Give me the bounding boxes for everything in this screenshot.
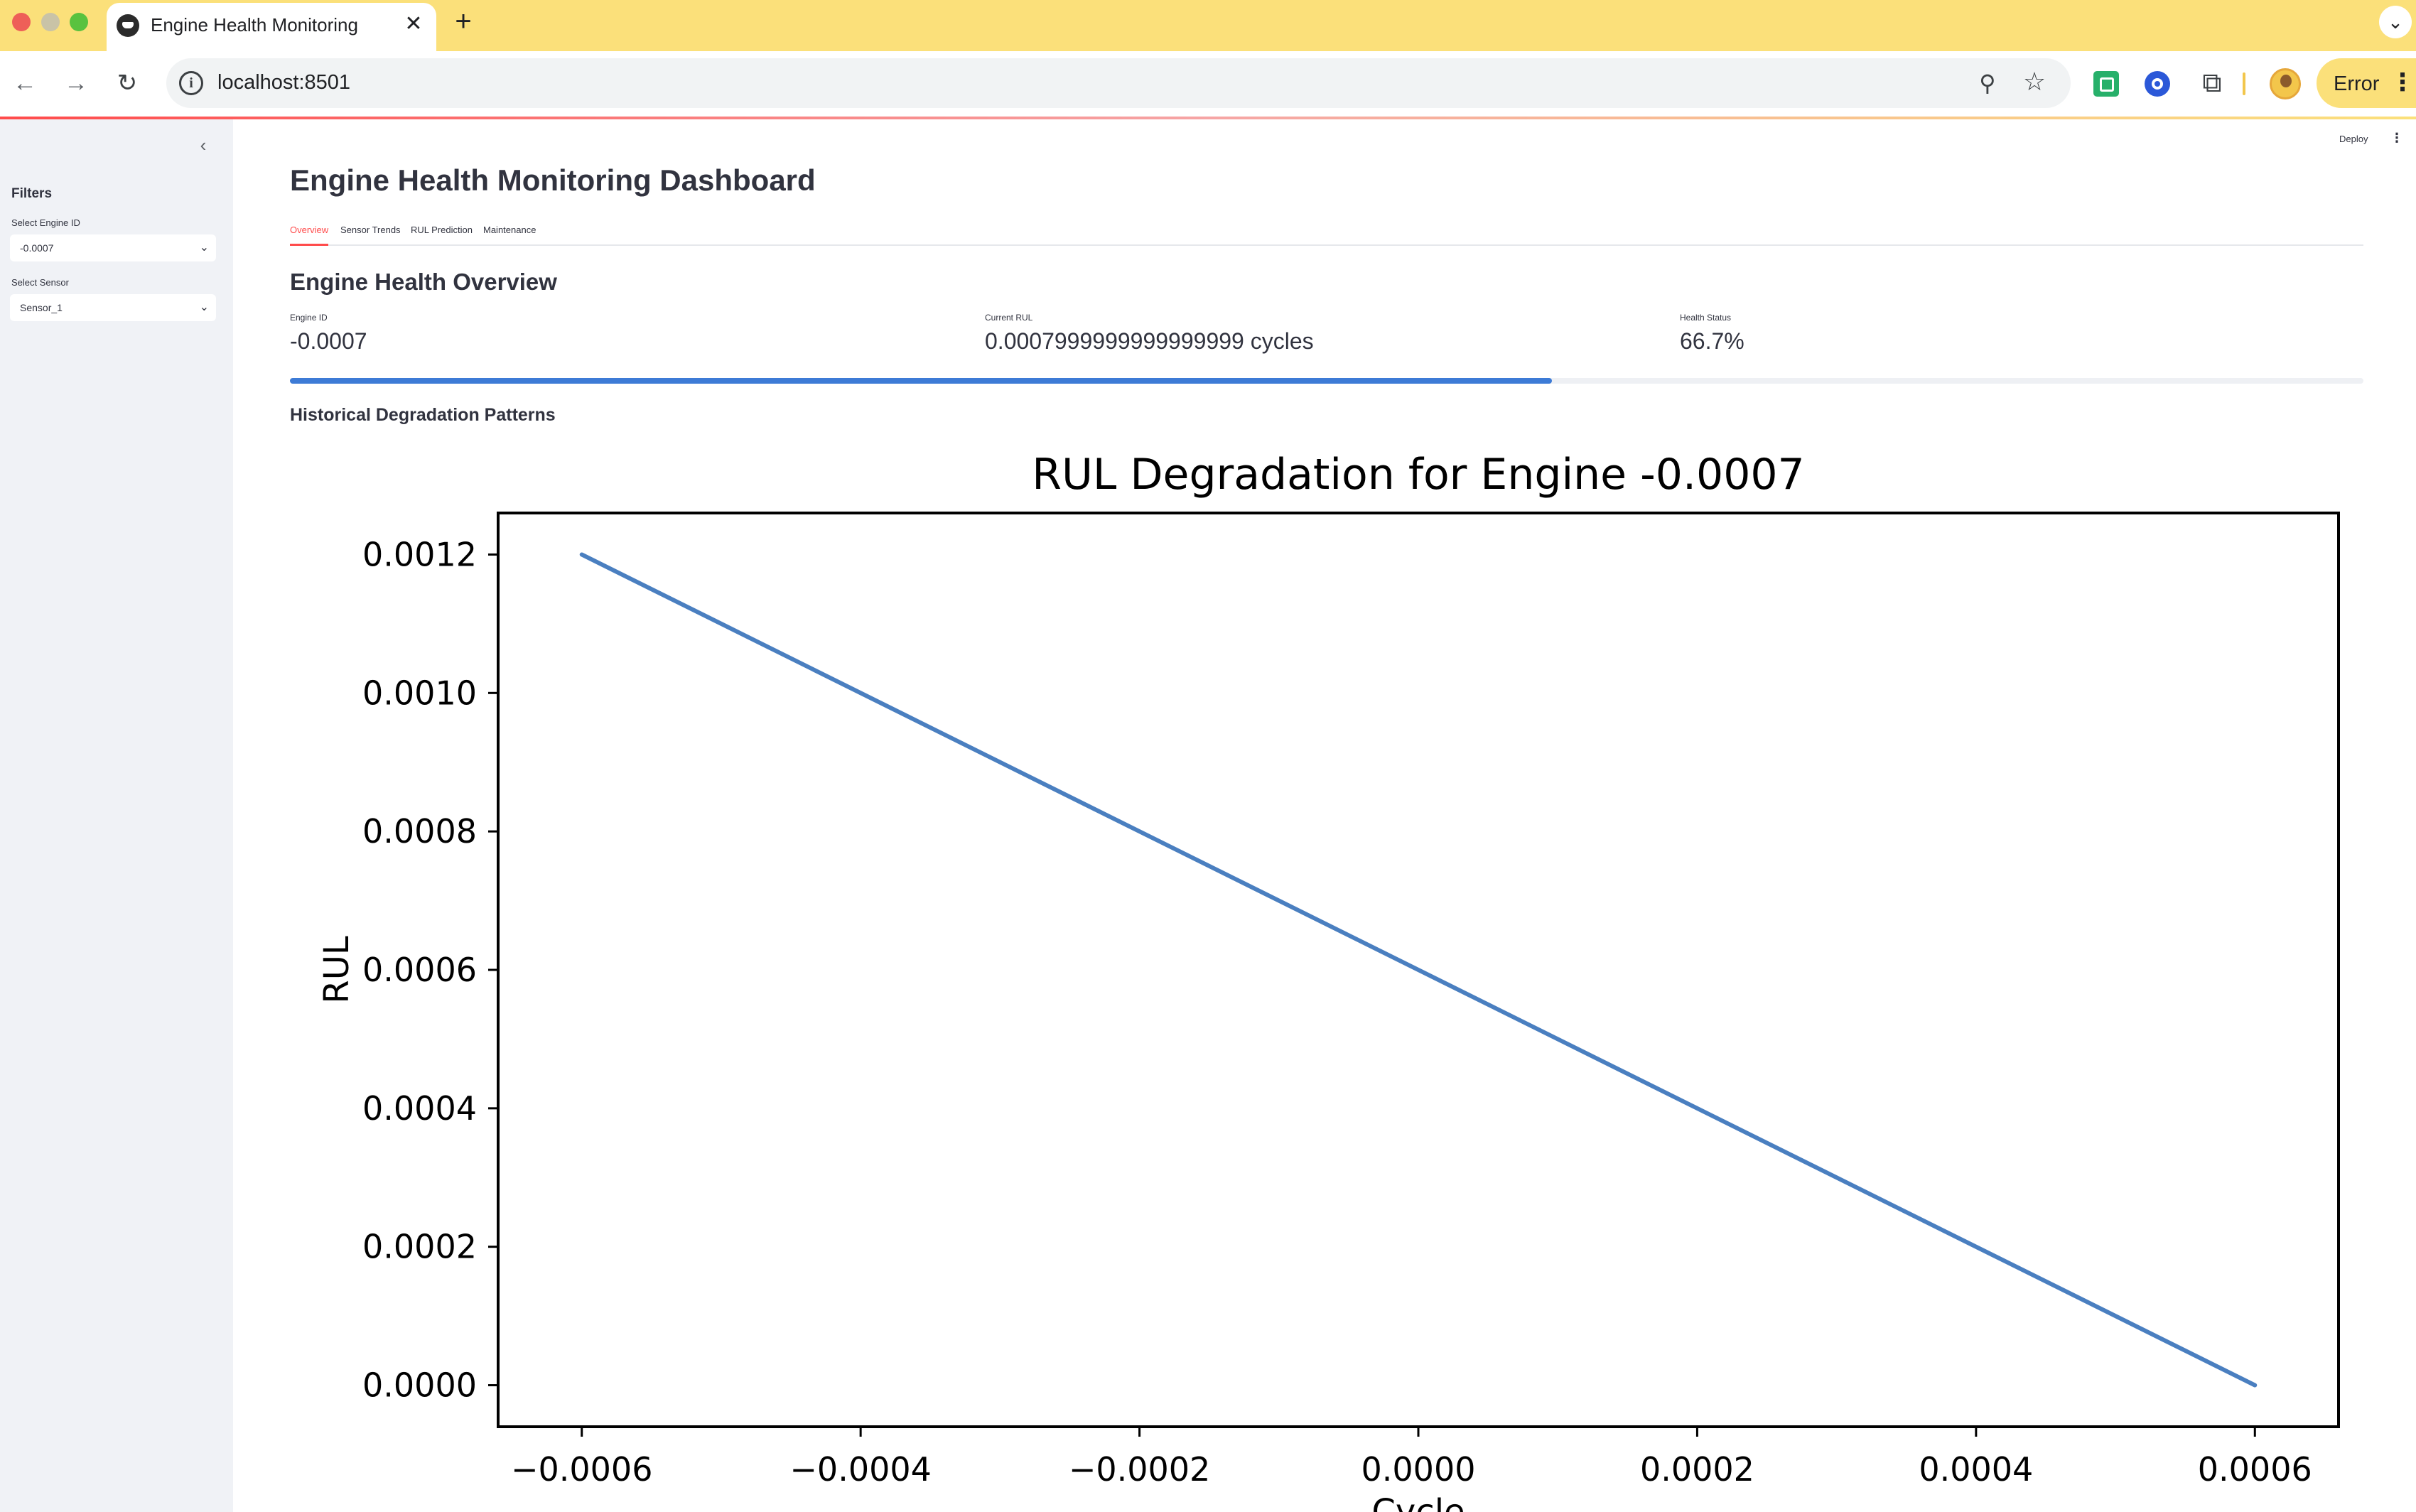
browser-menu-icon[interactable]: ⋮: [2390, 69, 2415, 96]
browser-tab[interactable]: Engine Health Monitoring ✕: [107, 3, 436, 51]
profile-error-label: Error: [2334, 72, 2380, 95]
streamlit-favicon-icon: [117, 14, 139, 37]
bookmark-star-icon[interactable]: ☆: [2022, 67, 2046, 96]
main-menu-icon[interactable]: ⋮: [2390, 131, 2403, 145]
y-tick-label: 0.0010: [362, 674, 477, 712]
deploy-button[interactable]: Deploy: [2339, 134, 2368, 144]
extension-target-icon[interactable]: [2145, 71, 2170, 97]
browser-toolbar: ← → ↻ i localhost:8501 ⚲ ☆ ⧉ Error ⋮: [0, 51, 2416, 118]
sensor-select-value: Sensor_1: [20, 302, 63, 313]
engine-id-select[interactable]: -0.0007 ⌄: [10, 234, 216, 261]
chart-canvas: RUL Degradation for Engine -0.0007 −0.00…: [317, 450, 2340, 1512]
x-tick-label: 0.0004: [1919, 1450, 2033, 1489]
browser-tab-title: Engine Health Monitoring: [151, 14, 358, 36]
collapse-sidebar-icon[interactable]: ‹: [200, 134, 207, 156]
y-tick-label: 0.0004: [362, 1089, 477, 1128]
section-title: Engine Health Overview: [290, 269, 557, 295]
extension-screenshot-icon[interactable]: [2093, 71, 2119, 97]
x-tick-label: −0.0004: [789, 1450, 932, 1489]
health-progress-fill: [290, 378, 1553, 384]
reload-icon[interactable]: ↻: [117, 70, 138, 97]
y-tick-label: 0.0000: [362, 1366, 477, 1405]
rul-degradation-chart: RUL Degradation for Engine -0.0007 −0.00…: [290, 441, 2365, 1512]
current-rul-metric-value: 0.0007999999999999999 cycles: [985, 328, 1314, 354]
engine-id-metric-value: -0.0007: [290, 328, 367, 354]
sidebar: ‹ Filters Select Engine ID -0.0007 ⌄ Sel…: [0, 119, 233, 1512]
x-tick-label: 0.0002: [1640, 1450, 1754, 1489]
health-status-metric-label: Health Status: [1680, 313, 1732, 323]
rul-series-line: [579, 552, 2258, 1388]
engine-select-label: Select Engine ID: [11, 217, 80, 228]
y-tick-label: 0.0006: [362, 951, 477, 989]
window-minimize-button[interactable]: [41, 13, 60, 31]
zoom-icon[interactable]: ⚲: [1979, 70, 1996, 96]
chevron-down-icon: ⌄: [199, 301, 209, 313]
tab-rul-prediction[interactable]: RUL Prediction: [411, 225, 473, 235]
sensor-select-label: Select Sensor: [11, 277, 69, 288]
url-text[interactable]: localhost:8501: [217, 71, 351, 94]
extensions-puzzle-icon[interactable]: ⧉: [2202, 68, 2222, 98]
site-info-icon[interactable]: i: [179, 71, 203, 95]
chevron-down-icon: ⌄: [199, 242, 209, 254]
engine-id-select-value: -0.0007: [20, 242, 54, 254]
tab-search-button[interactable]: ⌄: [2379, 6, 2412, 38]
x-tick-label: 0.0006: [2198, 1450, 2312, 1489]
tab-overview[interactable]: Overview: [290, 225, 329, 246]
tab-maintenance[interactable]: Maintenance: [483, 225, 536, 235]
current-rul-metric-label: Current RUL: [985, 313, 1033, 323]
y-tick-label: 0.0012: [362, 535, 477, 573]
browser-tab-bar: Engine Health Monitoring ✕ + ⌄: [0, 0, 2416, 51]
sensor-select[interactable]: Sensor_1 ⌄: [10, 294, 216, 321]
degradation-subheading: Historical Degradation Patterns: [290, 405, 556, 425]
y-axis-label: RUL: [317, 936, 357, 1003]
tab-sensor-trends[interactable]: Sensor Trends: [340, 225, 401, 235]
window-close-button[interactable]: [12, 13, 31, 31]
page-status-line: [0, 117, 2416, 119]
toolbar-divider: [2243, 72, 2245, 95]
health-status-metric-value: 66.7%: [1680, 328, 1744, 354]
chart-title: RUL Degradation for Engine -0.0007: [1032, 450, 1804, 500]
y-tick-label: 0.0002: [362, 1228, 477, 1266]
health-progress-bar: [290, 378, 2363, 384]
y-tick-label: 0.0008: [362, 812, 477, 850]
new-tab-button[interactable]: +: [455, 6, 472, 37]
profile-error-button[interactable]: Error ⋮: [2317, 58, 2416, 108]
x-tick-label: −0.0006: [511, 1450, 653, 1489]
sidebar-title: Filters: [11, 186, 53, 201]
profile-avatar[interactable]: [2270, 68, 2301, 99]
tab-close-icon[interactable]: ✕: [404, 12, 423, 36]
back-arrow-icon[interactable]: ←: [13, 70, 37, 97]
forward-arrow-icon[interactable]: →: [64, 70, 88, 97]
engine-id-metric-label: Engine ID: [290, 313, 328, 323]
window-maximize-button[interactable]: [70, 13, 88, 31]
x-axis: −0.0006 −0.0004 −0.0002 0.0000 0.0002 0.0004 0…: [511, 1427, 2312, 1489]
page-title: Engine Health Monitoring Dashboard: [290, 163, 816, 197]
y-axis: 0.0000 0.0002 0.0004 0.0006 0.0008 0.0010 0.00…: [362, 535, 498, 1405]
x-axis-label: Cycle: [1371, 1492, 1465, 1512]
x-tick-label: −0.0002: [1069, 1450, 1211, 1489]
content-tabs: Overview Sensor Trends RUL Prediction Ma…: [290, 222, 2363, 246]
address-bar[interactable]: i localhost:8501 ⚲ ☆: [166, 58, 2071, 108]
x-tick-label: 0.0000: [1361, 1450, 1476, 1489]
